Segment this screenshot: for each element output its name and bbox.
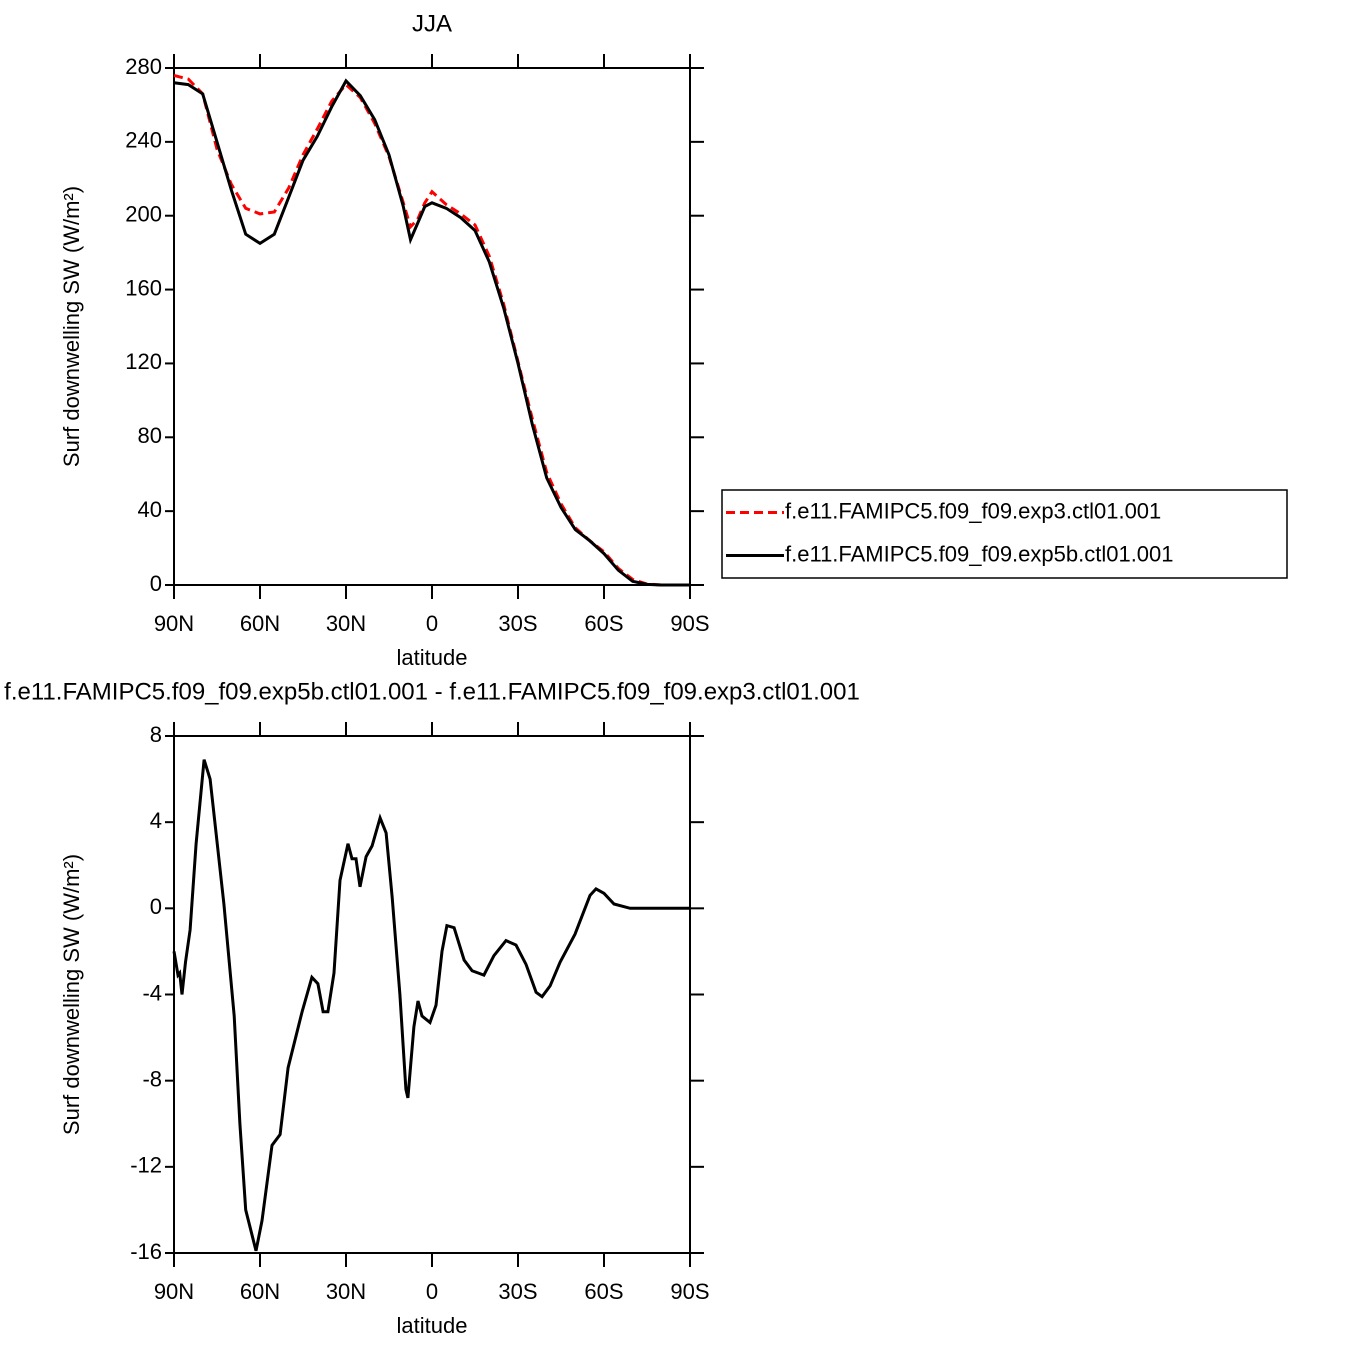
x-tick-label: 30N [326,1279,366,1304]
y-axis-label: Surf downwelling SW (W/m²) [59,186,84,467]
x-tick-label: 30N [326,611,366,636]
y-tick-label: 240 [125,128,162,153]
y-axis-label: Surf downwelling SW (W/m²) [59,854,84,1135]
x-tick-label: 60N [240,1279,280,1304]
y-tick-label: -8 [142,1066,162,1091]
x-tick-label: 90S [670,1279,709,1304]
legend-box [721,489,1288,579]
plot-frame [173,67,691,586]
x-tick-label: 30S [498,611,537,636]
y-tick-label: 80 [138,423,162,448]
y-tick-label: -16 [130,1239,162,1264]
x-axis-label: latitude [397,645,468,670]
y-tick-label: 4 [150,808,162,833]
legend-label: f.e11.FAMIPC5.f09_f09.exp5b.ctl01.001 [785,541,1174,566]
x-tick-label: 90N [154,1279,194,1304]
x-tick-label: 0 [426,611,438,636]
x-tick-label: 30S [498,1279,537,1304]
y-tick-label: 8 [150,722,162,747]
y-tick-label: 160 [125,275,162,300]
data-line [173,73,690,587]
x-tick-label: 0 [426,1279,438,1304]
y-tick-label: -4 [142,980,162,1005]
x-tick-label: 90S [670,611,709,636]
y-tick-label: 200 [125,202,162,227]
legend-label: f.e11.FAMIPC5.f09_f09.exp3.ctl01.001 [785,498,1161,523]
x-tick-label: 60N [240,611,280,636]
y-tick-label: 120 [125,349,162,374]
y-tick-label: 0 [150,894,162,919]
chart-title: f.e11.FAMIPC5.f09_f09.exp5b.ctl01.001 - … [4,678,860,705]
x-tick-label: 90N [154,611,194,636]
x-tick-label: 60S [584,1279,623,1304]
y-tick-label: 40 [138,497,162,522]
x-tick-label: 60S [584,611,623,636]
y-tick-label: -12 [130,1153,162,1178]
y-tick-label: 0 [150,571,162,596]
data-line [173,78,690,587]
data-line [172,759,690,1252]
plot-frame [173,735,691,1254]
x-axis-label: latitude [397,1313,468,1338]
chart-title: JJA [412,10,452,37]
y-tick-label: 280 [125,54,162,79]
